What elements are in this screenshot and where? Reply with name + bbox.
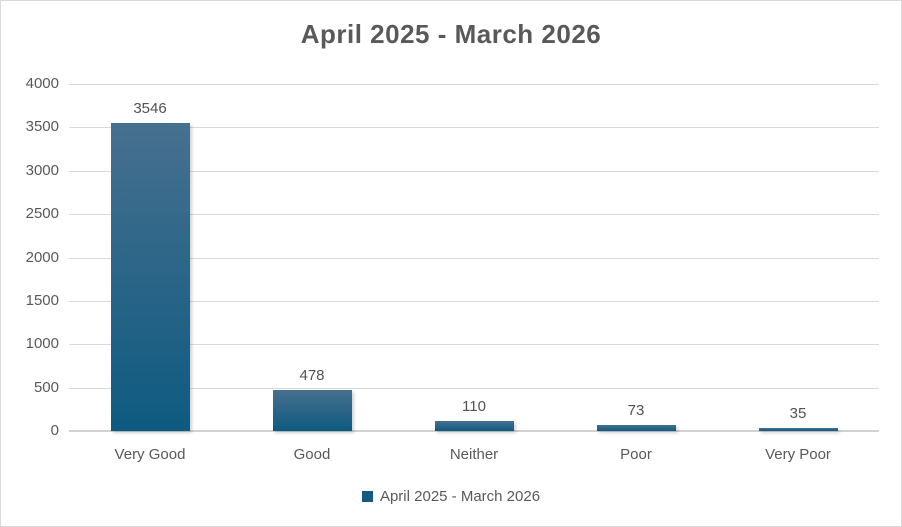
gridline — [69, 300, 879, 302]
x-tick-label-very-good: Very Good — [114, 446, 186, 463]
legend[interactable]: April 2025 - March 2026 — [1, 488, 901, 505]
y-tick-label: 2000 — [25, 248, 59, 266]
plot-area — [69, 84, 879, 432]
gridline — [69, 84, 879, 85]
y-tick-label: 1500 — [25, 291, 59, 309]
gridline — [69, 214, 879, 216]
bar-value-label: 3546 — [133, 100, 167, 118]
bar-very-good[interactable] — [110, 123, 190, 431]
bar-value-label: 478 — [299, 366, 325, 384]
y-tick-label: 1000 — [25, 335, 59, 353]
y-tick-label: 3000 — [25, 161, 59, 179]
x-tick-label-good: Good — [293, 446, 331, 463]
bar-poor[interactable] — [596, 424, 676, 431]
bar-neither[interactable] — [434, 421, 514, 431]
gridline — [69, 170, 879, 172]
y-tick-label: 0 — [50, 422, 59, 439]
bar-good[interactable] — [272, 389, 352, 431]
y-tick-label: 4000 — [25, 75, 59, 92]
x-tick-label-poor: Poor — [620, 446, 652, 463]
gridline — [69, 127, 879, 129]
bar-very-poor[interactable] — [758, 427, 838, 431]
y-tick-label: 2500 — [25, 205, 59, 223]
y-tick-label: 500 — [33, 378, 59, 396]
x-axis-line — [69, 430, 879, 432]
bar-value-label: 35 — [789, 404, 807, 422]
x-tick-label-neither: Neither — [449, 446, 499, 463]
y-tick-label: 3500 — [25, 118, 59, 136]
gridline — [69, 257, 879, 259]
gridline — [69, 344, 879, 346]
legend-marker-icon — [361, 491, 373, 502]
legend-label: April 2025 - March 2026 — [379, 488, 541, 505]
bar-value-label: 73 — [627, 401, 645, 419]
chart-title: April 2025 - March 2026 — [300, 19, 602, 49]
x-tick-label-very-poor: Very Poor — [765, 446, 831, 463]
bar-value-label: 110 — [462, 398, 486, 416]
gridline — [69, 387, 879, 389]
